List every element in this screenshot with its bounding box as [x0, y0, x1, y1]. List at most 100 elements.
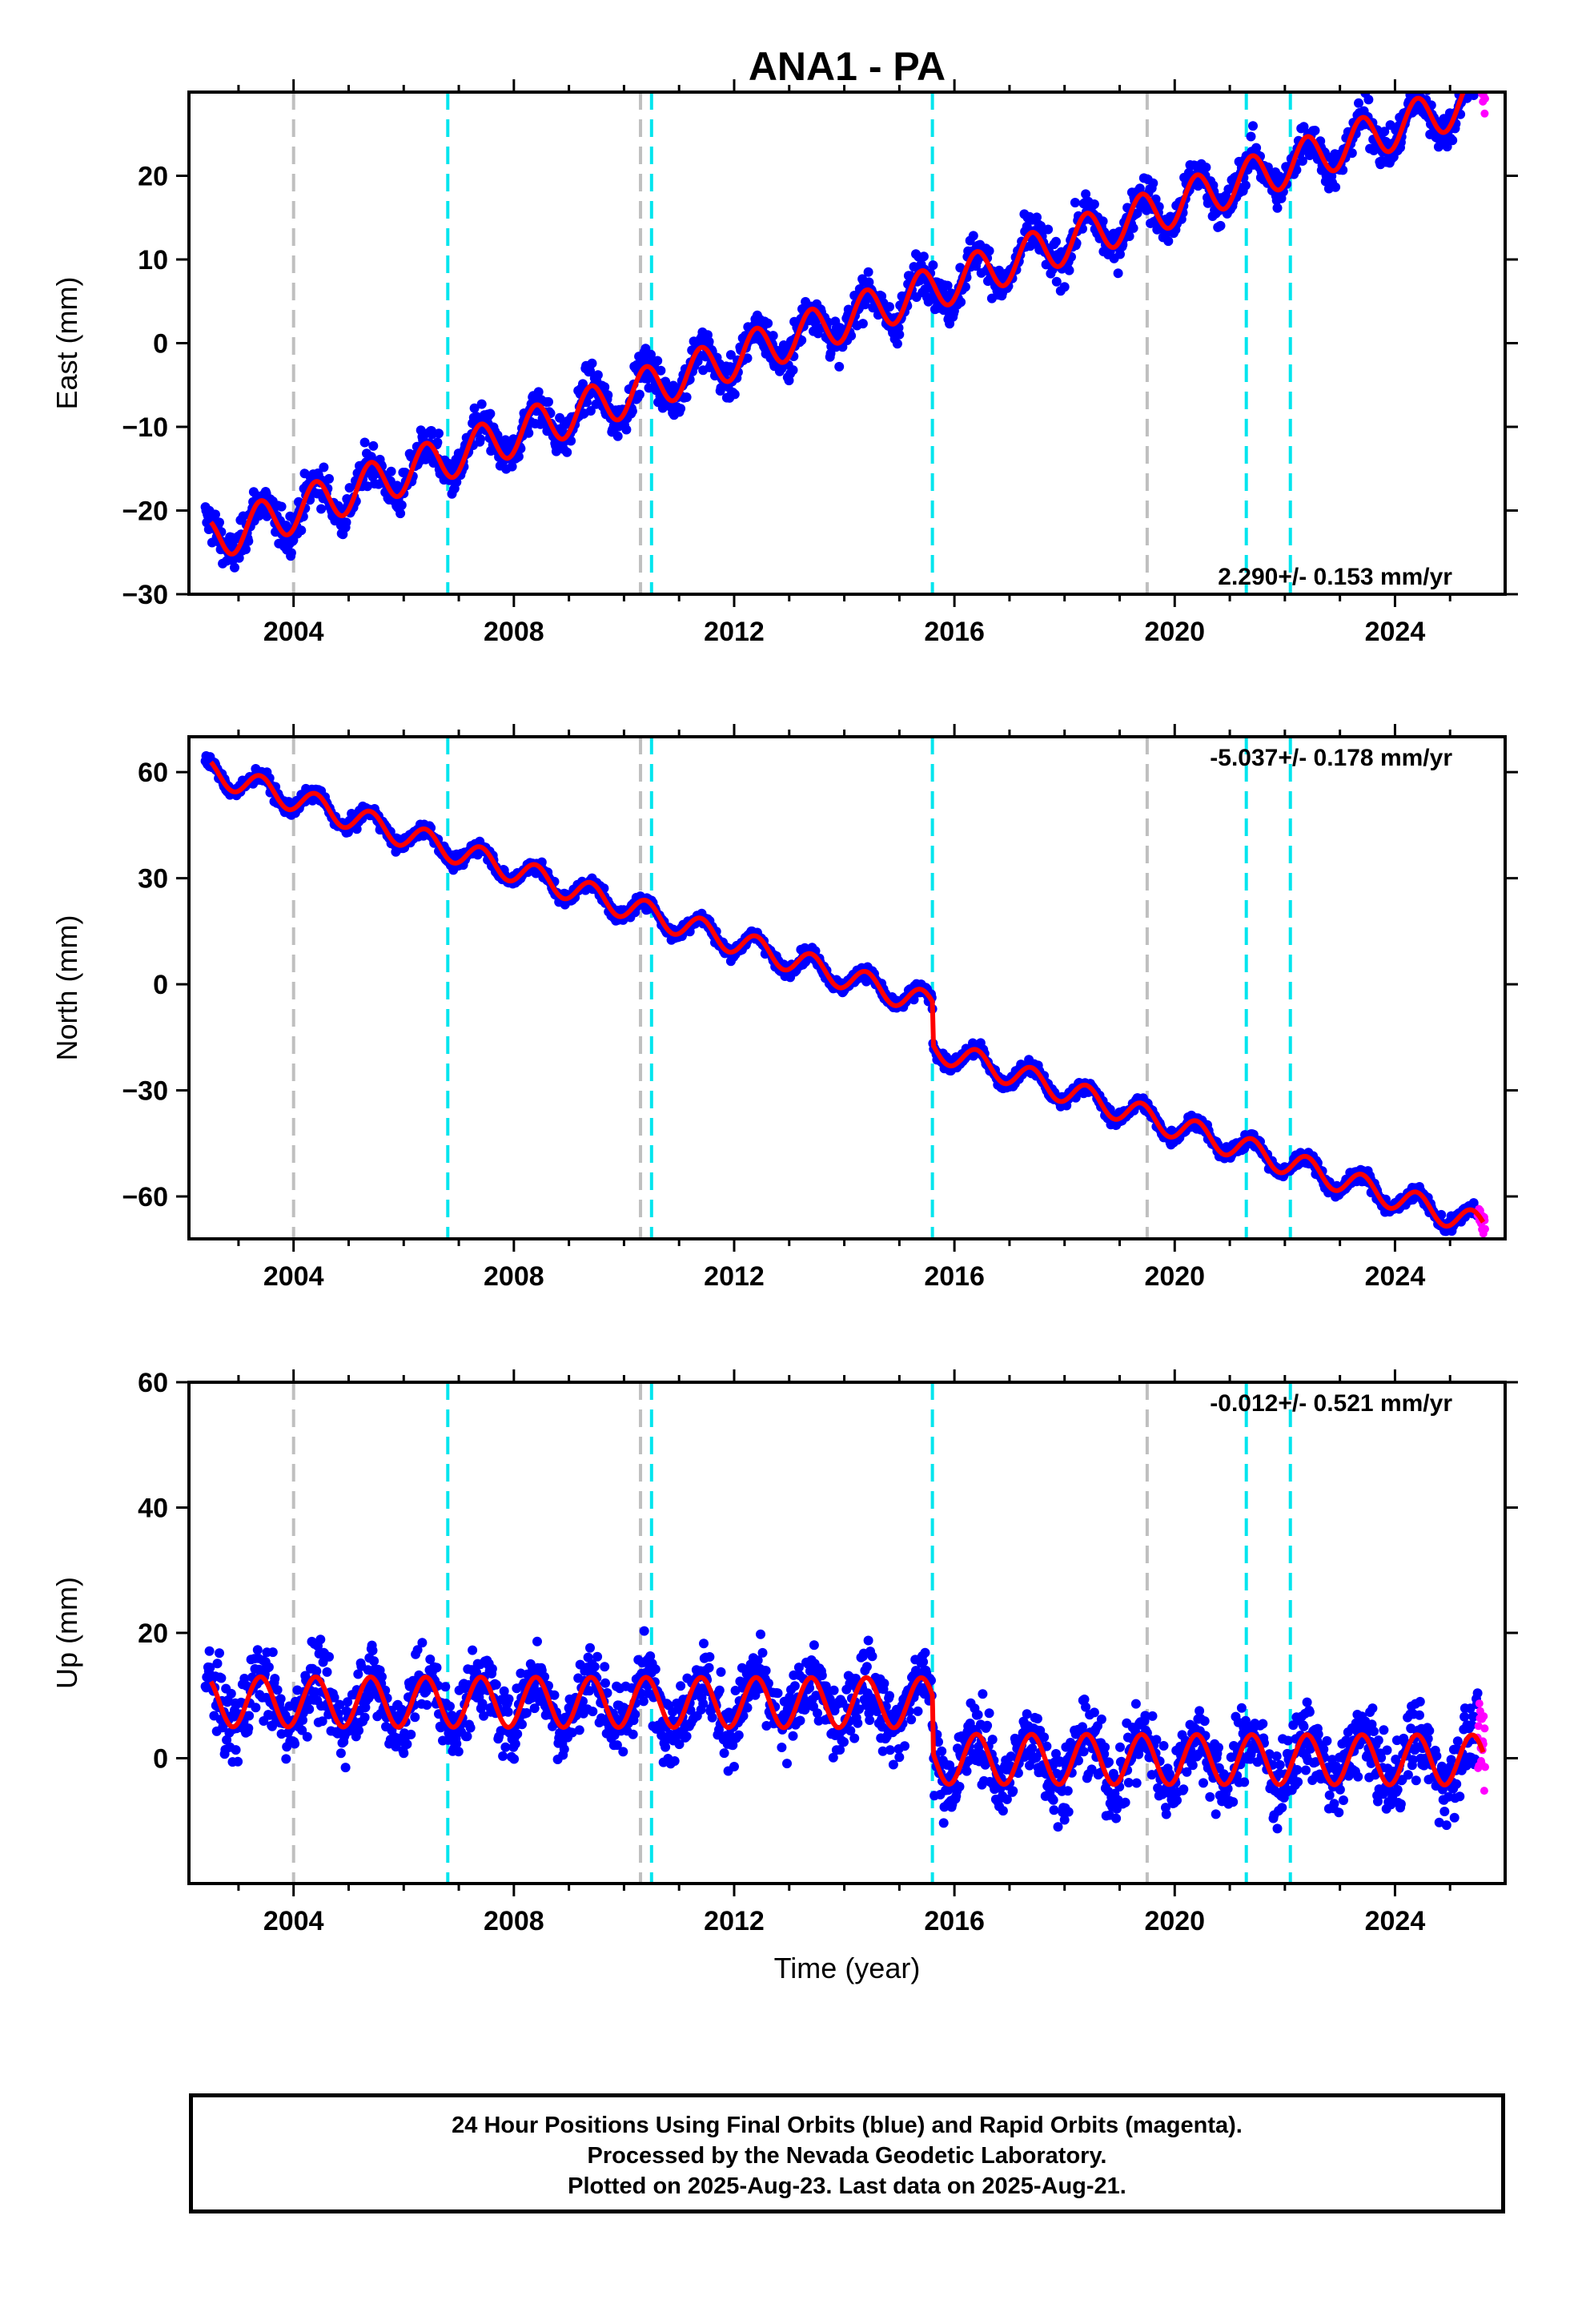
final-orbit-point	[857, 319, 868, 329]
final-orbit-point	[834, 361, 845, 372]
final-orbit-point	[634, 389, 644, 400]
final-orbit-point	[462, 1731, 472, 1742]
final-orbit-point	[396, 509, 406, 519]
final-orbit-point	[1032, 212, 1042, 223]
panel-north: 2004 2008 2012 2016 2020 2024−60−3003060North…	[50, 724, 1518, 1292]
final-orbit-point	[1468, 92, 1479, 100]
y-axis-label: East (mm)	[50, 277, 83, 410]
final-orbit-point	[344, 483, 355, 493]
final-orbit-point	[733, 1730, 744, 1740]
final-orbit-point	[316, 504, 327, 514]
final-orbit-point	[1299, 122, 1309, 132]
final-orbit-point	[281, 1754, 291, 1764]
final-orbit-point	[773, 1688, 783, 1699]
final-orbit-point	[226, 1688, 236, 1699]
final-orbit-point	[507, 461, 517, 472]
final-orbit-point	[367, 1646, 378, 1655]
final-orbit-point	[1464, 65, 1473, 74]
final-orbit-point	[432, 1663, 442, 1673]
final-orbit-point	[533, 387, 544, 397]
final-orbit-point	[386, 466, 396, 476]
final-orbit-point	[402, 1739, 412, 1749]
final-orbit-point	[532, 1636, 542, 1647]
final-orbit-point	[813, 1708, 822, 1719]
final-orbit-point	[704, 336, 714, 347]
final-orbit-point	[504, 1694, 514, 1704]
final-orbit-point	[600, 1662, 610, 1672]
final-orbit-point	[498, 1751, 508, 1761]
final-orbit-point	[1113, 268, 1123, 279]
final-orbit-point	[1248, 121, 1258, 131]
final-orbit-point	[793, 1663, 804, 1673]
final-orbit-point	[234, 553, 244, 563]
panel-frame	[187, 735, 1507, 1240]
final-orbit-point	[603, 390, 613, 400]
final-orbit-point	[742, 1703, 753, 1713]
final-orbit-point	[1215, 220, 1226, 231]
final-orbit-point	[585, 406, 596, 416]
final-orbit-point	[302, 1731, 312, 1742]
final-orbit-point	[1246, 131, 1256, 142]
rapid-orbit-point	[1474, 69, 1482, 77]
final-orbit-point	[233, 1756, 243, 1767]
final-orbit-point	[311, 1666, 322, 1676]
rapid-orbit-point	[1476, 65, 1484, 73]
final-orbit-point	[782, 1759, 792, 1769]
final-orbit-point	[1460, 78, 1470, 87]
final-orbit-point	[412, 1645, 423, 1655]
y-tick-label: 60	[138, 758, 168, 788]
final-orbit-point	[725, 350, 736, 360]
rapid-orbit-point	[1481, 1224, 1489, 1233]
final-orbit-point	[476, 434, 485, 444]
final-orbit-point	[585, 366, 595, 376]
final-orbit-point	[222, 1735, 232, 1745]
final-orbit-point	[410, 1712, 420, 1723]
final-orbit-point	[656, 365, 666, 376]
final-orbit-point	[476, 399, 487, 409]
final-orbit-point	[592, 1651, 603, 1662]
final-orbit-point	[362, 481, 372, 492]
final-orbit-point	[730, 1686, 741, 1695]
final-orbit-point	[377, 1671, 387, 1682]
final-orbit-point	[639, 1626, 649, 1636]
final-orbit-point	[353, 1669, 363, 1679]
final-orbit-point	[1064, 265, 1074, 275]
final-orbit-point	[201, 1683, 211, 1693]
final-orbit-point	[204, 1646, 215, 1656]
final-orbit-point	[296, 525, 307, 536]
final-orbit-point	[267, 1647, 278, 1658]
final-orbit-point	[600, 1678, 610, 1688]
rapid-orbit-point	[1475, 80, 1483, 88]
model-fit-line	[209, 92, 1467, 557]
final-orbit-point	[212, 1659, 223, 1669]
plot-area-north	[200, 737, 1489, 1239]
final-orbit-point	[1436, 1209, 1447, 1220]
final-orbit-point	[549, 1690, 560, 1700]
y-tick-label: 0	[153, 970, 168, 1000]
final-orbit-point	[544, 396, 553, 407]
final-orbit-point	[705, 1652, 715, 1662]
y-tick-label: −20	[122, 497, 168, 527]
final-orbit-point	[351, 824, 362, 834]
final-orbit-point	[566, 436, 576, 446]
final-orbit-point	[322, 1667, 332, 1677]
final-orbit-point	[630, 1709, 640, 1719]
final-orbit-point	[477, 1699, 488, 1709]
final-orbit-point	[652, 356, 663, 366]
final-orbit-point	[1163, 236, 1174, 247]
final-orbit-point	[524, 428, 534, 438]
y-tick-label: 30	[138, 864, 168, 895]
final-orbit-point	[244, 1711, 255, 1721]
final-orbit-point	[469, 403, 480, 413]
final-orbit-point	[215, 517, 224, 528]
y-tick-label: 10	[138, 245, 168, 275]
final-orbit-point	[795, 1715, 805, 1726]
final-orbit-point	[432, 437, 443, 448]
final-orbit-point	[465, 1723, 476, 1733]
final-orbit-point	[440, 1682, 451, 1692]
final-orbit-point	[1466, 70, 1476, 80]
final-orbit-point	[354, 1725, 364, 1735]
x-tick-label: 2020	[1144, 1261, 1205, 1292]
final-orbit-point	[230, 562, 239, 573]
final-orbit-point	[618, 1747, 628, 1757]
